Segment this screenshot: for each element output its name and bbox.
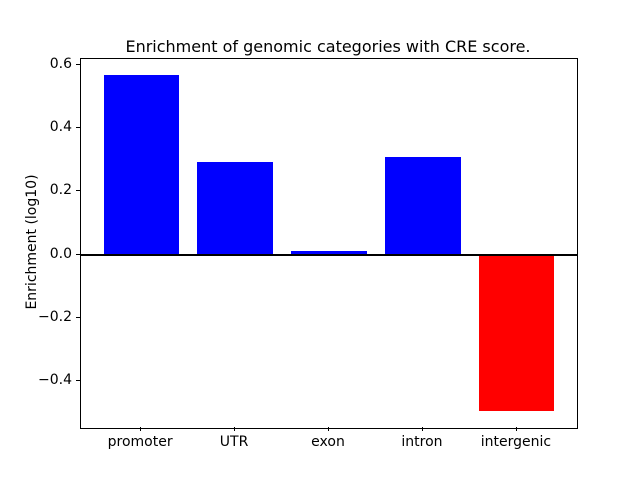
y-tick-label: 0.6 [49,56,72,73]
x-tick-label-intron: intron [401,434,443,450]
bar-UTR [197,161,273,255]
y-tick-mark [76,64,80,66]
y-tick-label: 0.2 [49,182,72,199]
x-tick-mark [421,427,423,431]
zero-line [81,253,577,256]
y-tick-mark [76,379,80,381]
bar-intron [385,156,461,255]
x-tick-mark [515,427,517,431]
x-tick-label-exon: exon [311,434,345,450]
x-tick-mark [328,427,329,431]
bar-exon [291,251,367,255]
chart-title: Enrichment of genomic categories with CR… [125,37,531,56]
x-tick-label-promoter: promoter [107,434,173,450]
x-tick-label-UTR: UTR [219,434,249,450]
y-tick-mark [76,190,80,192]
y-tick-label: 0.0 [49,245,72,262]
bar-promoter [103,74,179,255]
x-tick-mark [140,427,142,431]
y-tick-label: 0.4 [49,119,72,136]
plot-area [80,58,578,429]
x-tick-label-intergenic: intergenic [480,434,552,450]
x-tick-mark [234,427,236,431]
y-tick-mark [76,316,80,318]
y-tick-mark [76,127,80,129]
bar-intergenic [479,254,555,411]
y-tick-mark [76,253,80,255]
y-tick-label: −0.2 [38,308,72,325]
y-tick-label: −0.4 [38,371,72,388]
